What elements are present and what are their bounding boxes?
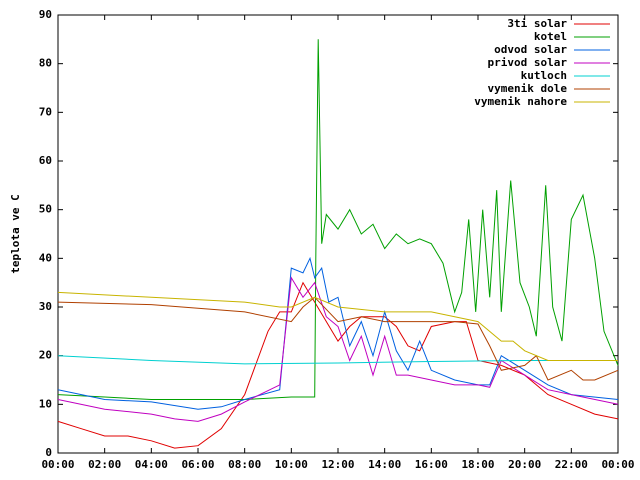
y-tick-label: 20: [39, 349, 52, 362]
x-tick-label: 16:00: [415, 458, 448, 471]
x-tick-label: 00:00: [41, 458, 74, 471]
y-tick-label: 60: [39, 154, 52, 167]
y-tick-label: 30: [39, 300, 52, 313]
y-tick-label: 90: [39, 8, 52, 21]
x-tick-label: 18:00: [461, 458, 494, 471]
series-line: [57, 291, 618, 361]
series-line: [57, 276, 619, 422]
x-tick-label: 14:00: [368, 458, 401, 471]
series-line: [57, 39, 619, 400]
y-tick-label: 40: [39, 251, 52, 264]
x-tick-label: 22:00: [555, 458, 588, 471]
series-line: [57, 296, 619, 381]
legend-label: kutloch: [521, 69, 567, 82]
y-tick-label: 50: [39, 203, 52, 216]
x-tick-label: 12:00: [321, 458, 354, 471]
x-tick-label: 08:00: [228, 458, 261, 471]
x-tick-label: 04:00: [135, 458, 168, 471]
y-tick-label: 80: [39, 57, 52, 70]
y-tick-label: 10: [39, 397, 52, 410]
y-tick-label: 70: [39, 105, 52, 118]
y-axis-label: teplota ve C: [9, 194, 22, 273]
series-line: [57, 355, 618, 365]
x-tick-label: 00:00: [601, 458, 634, 471]
legend-label: privod solar: [488, 56, 568, 69]
legend-label: vymenik dole: [488, 82, 568, 95]
x-tick-label: 06:00: [181, 458, 214, 471]
series-line: [57, 256, 619, 410]
x-tick-label: 20:00: [508, 458, 541, 471]
legend-label: 3ti solar: [507, 17, 567, 30]
series-line: [57, 281, 619, 449]
y-tick-label: 0: [45, 446, 52, 459]
legend-label: vymenik nahore: [474, 95, 567, 108]
x-tick-label: 02:00: [88, 458, 121, 471]
x-tick-label: 10:00: [275, 458, 308, 471]
legend-label: kotel: [534, 30, 567, 43]
legend-label: odvod solar: [494, 43, 567, 56]
